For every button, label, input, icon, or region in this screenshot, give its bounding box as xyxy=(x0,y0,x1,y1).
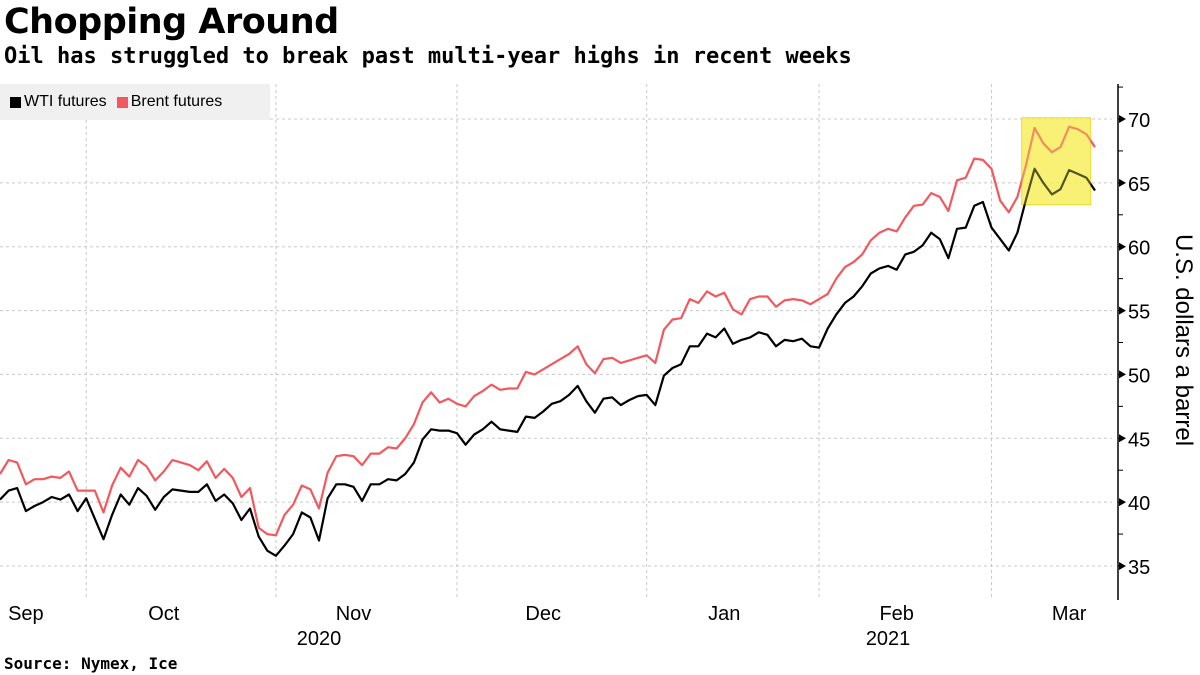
y-tick-arrow xyxy=(1119,370,1126,379)
x-year-label: 2020 xyxy=(297,628,342,650)
source-note: Source: Nymex, Ice xyxy=(4,654,178,673)
gridlines xyxy=(0,84,1112,600)
y-axis-label: U.S. dollars a barrel xyxy=(1170,234,1197,446)
legend-item-brent[interactable]: Brent futures xyxy=(116,93,223,111)
y-tick-label: 55 xyxy=(1128,302,1150,324)
y-tick-arrow xyxy=(1119,562,1126,570)
y-tick-arrow xyxy=(1119,498,1126,507)
y-tick-label: 40 xyxy=(1128,493,1150,515)
y-tick-label: 60 xyxy=(1128,238,1150,260)
chart-title: Chopping Around xyxy=(4,2,339,42)
y-tick-arrow xyxy=(1119,306,1126,315)
legend-swatch-wti xyxy=(10,96,21,108)
x-tick-label: Nov xyxy=(336,603,372,625)
y-tick-arrow xyxy=(1119,178,1126,187)
y-tick-label: 65 xyxy=(1128,174,1150,196)
series-line-brent-futures xyxy=(0,125,1096,537)
y-tick-arrow xyxy=(1119,115,1126,123)
legend: WTI futures Brent futures xyxy=(0,84,270,120)
x-year-label: 2021 xyxy=(866,628,911,650)
x-tick-label: Sep xyxy=(8,603,44,625)
highlight-tint xyxy=(1021,117,1091,205)
legend-label-brent: Brent futures xyxy=(130,93,223,110)
y-tick-label: 35 xyxy=(1128,557,1150,579)
legend-item-wti[interactable]: WTI futures xyxy=(10,93,107,111)
y-tick-label: 70 xyxy=(1128,110,1150,132)
x-tick-label: Dec xyxy=(525,603,561,625)
series-lines xyxy=(0,117,1096,557)
x-tick-label: Jan xyxy=(708,603,740,625)
chart-subtitle: Oil has struggled to break past multi-ye… xyxy=(4,44,852,69)
legend-label-wti: WTI futures xyxy=(24,93,107,110)
y-tick-arrow xyxy=(1119,242,1126,251)
x-tick-label: Feb xyxy=(879,603,913,625)
y-tick-arrow xyxy=(1119,434,1126,443)
series-line-wti-futures xyxy=(0,167,1096,557)
x-tick-label: Oct xyxy=(148,603,180,625)
y-tick-label: 50 xyxy=(1128,365,1150,387)
x-axis: Sep Oct Nov Dec Jan Feb Mar 2020 2021 xyxy=(8,603,1087,650)
y-tick-label: 45 xyxy=(1128,429,1150,451)
y-axis: 35 40 45 50 55 60 65 70 xyxy=(1117,84,1150,600)
x-tick-label: Mar xyxy=(1052,603,1087,625)
legend-swatch-brent xyxy=(116,96,128,108)
